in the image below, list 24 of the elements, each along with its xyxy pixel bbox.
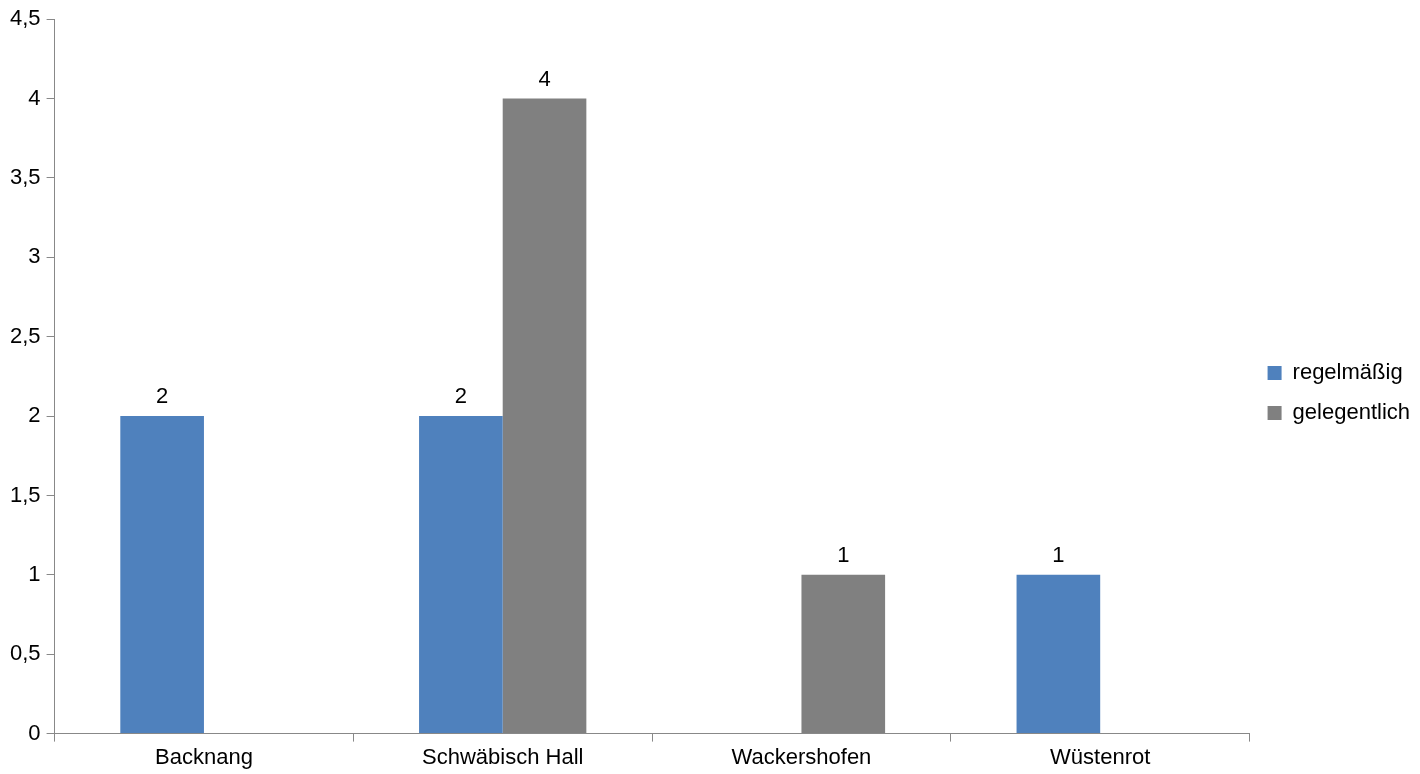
y-tick-label: 2 (28, 402, 41, 428)
data-label: 2 (454, 383, 468, 409)
y-tick-label: 3 (28, 243, 41, 269)
legend-label: regelmäßig (1292, 359, 1403, 385)
y-tick-label: 3,5 (9, 164, 41, 190)
data-label: 2 (156, 383, 169, 409)
legend-label: gelegentlich (1292, 399, 1411, 425)
x-tick-label: Backnang (155, 743, 253, 769)
y-tick-label: 0 (28, 719, 41, 745)
bar (120, 416, 204, 734)
x-tick-label: Wüstenrot (1050, 743, 1151, 769)
x-tick-label: Wackershofen (731, 743, 872, 769)
bar (1016, 574, 1101, 734)
y-tick-label: 4 (28, 84, 41, 110)
y-tick-label: 4,5 (9, 5, 41, 31)
data-label: 1 (1052, 541, 1065, 567)
y-tick-label: 1 (28, 560, 41, 586)
data-label: 1 (837, 541, 850, 567)
y-tick-label: 1,5 (9, 481, 41, 507)
x-tick-label: Schwäbisch Hall (422, 743, 584, 769)
bar (419, 416, 503, 734)
y-tick-label: 0,5 (9, 640, 41, 666)
y-tick-label: 2,5 (9, 322, 41, 348)
data-label: 4 (538, 65, 551, 91)
